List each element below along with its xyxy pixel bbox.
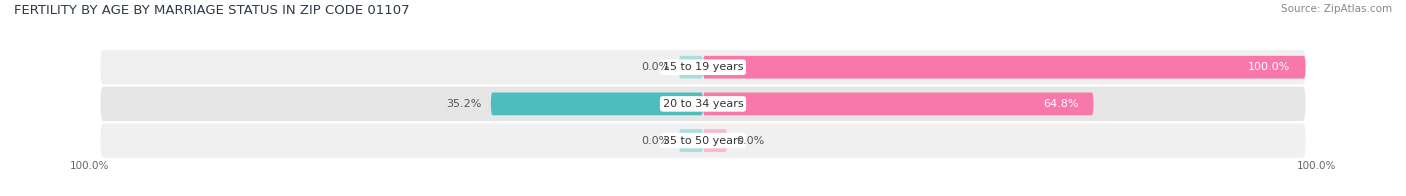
Text: Source: ZipAtlas.com: Source: ZipAtlas.com <box>1281 4 1392 14</box>
Text: 0.0%: 0.0% <box>641 136 669 146</box>
FancyBboxPatch shape <box>100 123 1306 158</box>
Text: 64.8%: 64.8% <box>1043 99 1078 109</box>
Text: 0.0%: 0.0% <box>641 62 669 72</box>
Text: 100.0%: 100.0% <box>70 161 110 171</box>
Text: 0.0%: 0.0% <box>737 136 765 146</box>
FancyBboxPatch shape <box>679 56 703 79</box>
Text: FERTILITY BY AGE BY MARRIAGE STATUS IN ZIP CODE 01107: FERTILITY BY AGE BY MARRIAGE STATUS IN Z… <box>14 4 409 17</box>
Text: 35 to 50 years: 35 to 50 years <box>662 136 744 146</box>
Text: 35.2%: 35.2% <box>447 99 482 109</box>
Text: 20 to 34 years: 20 to 34 years <box>662 99 744 109</box>
FancyBboxPatch shape <box>491 93 703 115</box>
FancyBboxPatch shape <box>703 93 1094 115</box>
FancyBboxPatch shape <box>100 50 1306 84</box>
FancyBboxPatch shape <box>703 129 727 152</box>
FancyBboxPatch shape <box>703 56 1306 79</box>
FancyBboxPatch shape <box>679 129 703 152</box>
FancyBboxPatch shape <box>100 87 1306 121</box>
Text: 100.0%: 100.0% <box>1249 62 1291 72</box>
Text: 15 to 19 years: 15 to 19 years <box>662 62 744 72</box>
Text: 100.0%: 100.0% <box>1296 161 1336 171</box>
